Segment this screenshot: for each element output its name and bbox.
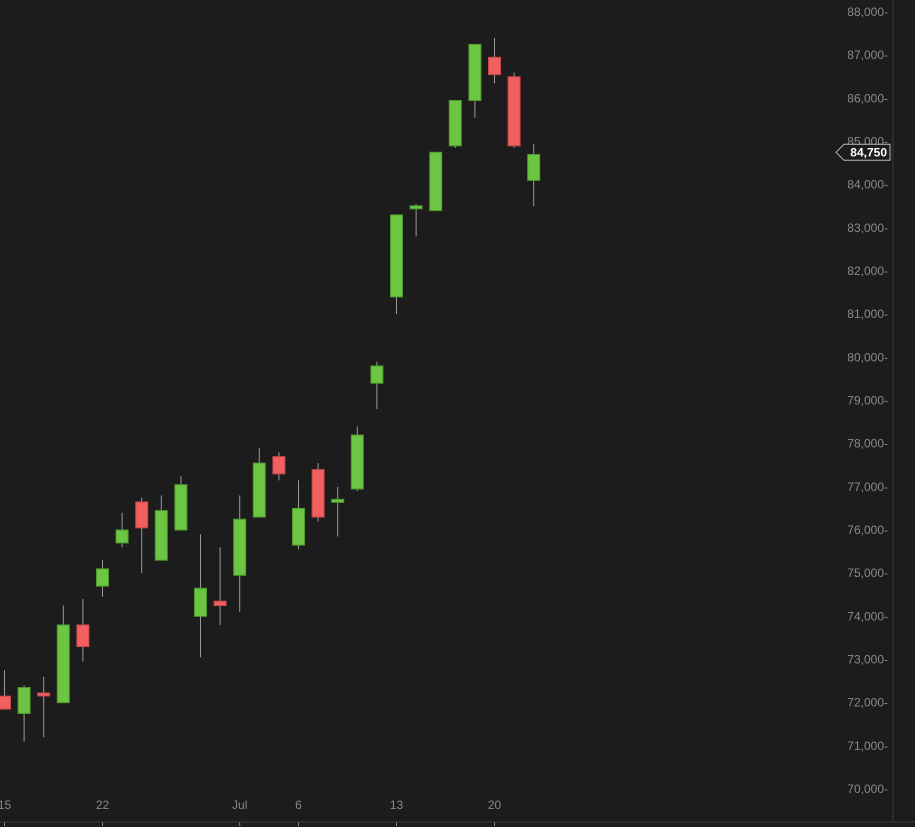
candle[interactable]: [96, 560, 109, 597]
price-tick-label: 75,000-: [847, 566, 888, 580]
candle-body-up: [350, 434, 364, 490]
candle[interactable]: [0, 670, 11, 710]
candle-body-up: [115, 529, 129, 544]
price-tick-label: 83,000-: [847, 221, 888, 235]
time-tick-label: 15: [0, 798, 11, 812]
candle-body-down: [76, 624, 90, 648]
candle[interactable]: [17, 685, 31, 742]
time-tick-label: 6: [295, 798, 302, 812]
time-tick-label: 20: [488, 798, 502, 812]
candle-body-up: [429, 151, 443, 212]
candle-body-up: [194, 587, 207, 617]
candle-body-up: [252, 462, 266, 518]
price-tick-label: 86,000-: [847, 91, 888, 105]
candle-body-up: [292, 507, 305, 546]
candle[interactable]: [194, 534, 207, 658]
candle[interactable]: [76, 599, 90, 662]
price-tick-label: 78,000-: [847, 437, 888, 451]
candle[interactable]: [115, 512, 129, 548]
candle-body-up: [390, 214, 403, 298]
price-axis[interactable]: 70,000- 71,000- 72,000- 73,000- 74,000- 75,00…: [847, 5, 888, 796]
price-tick-label: 71,000-: [847, 739, 888, 753]
price-tick-label: 82,000-: [847, 264, 888, 278]
candle-body-up: [409, 205, 423, 210]
candle-body-up: [154, 510, 168, 561]
price-tick-label: 79,000-: [847, 394, 888, 408]
price-tick-label: 73,000-: [847, 653, 888, 667]
price-tick-label: 87,000-: [847, 48, 888, 62]
candle-body-up: [174, 484, 188, 531]
candle[interactable]: [507, 72, 521, 148]
candle[interactable]: [409, 204, 423, 237]
candle[interactable]: [370, 361, 384, 410]
candle[interactable]: [468, 43, 482, 118]
price-tick-label: 76,000-: [847, 523, 888, 537]
candle[interactable]: [429, 151, 443, 212]
candle-body-up: [331, 498, 345, 503]
candle-body-down: [488, 56, 501, 76]
candle-body-up: [370, 365, 384, 384]
candle[interactable]: [135, 497, 149, 574]
candle-body-down: [272, 456, 286, 475]
candle[interactable]: [350, 426, 364, 492]
candle-body-up: [468, 43, 482, 101]
price-tick-label: 70,000-: [847, 782, 888, 796]
price-tick-label: 84,000-: [847, 178, 888, 192]
candle-body-up: [233, 518, 247, 576]
candle[interactable]: [488, 37, 501, 84]
candle-body-up: [56, 624, 70, 704]
price-tick-label: 80,000-: [847, 350, 888, 364]
candle[interactable]: [292, 480, 305, 550]
time-tick-label: 22: [96, 798, 110, 812]
time-tick-label: Jul: [232, 798, 247, 812]
price-tick-label: 77,000-: [847, 480, 888, 494]
candle-body-up: [96, 568, 109, 587]
candle[interactable]: [331, 486, 345, 537]
candle-body-down: [37, 692, 51, 697]
candle[interactable]: [174, 476, 188, 531]
candle-body-up: [527, 153, 541, 181]
candle[interactable]: [527, 143, 541, 207]
candle[interactable]: [56, 605, 70, 704]
price-tick-label: 88,000-: [847, 5, 888, 19]
candle-body-down: [213, 600, 227, 607]
candle-body-up: [448, 99, 462, 147]
candle[interactable]: [154, 495, 168, 561]
candle[interactable]: [272, 452, 286, 481]
time-axis[interactable]: 15 22 Jul 6 13 20: [0, 798, 501, 826]
candle-body-down: [135, 501, 149, 529]
candle-body-down: [311, 469, 325, 518]
candle[interactable]: [233, 495, 247, 613]
price-tick-label: 81,000-: [847, 307, 888, 321]
last-price-label: 84,750: [850, 145, 887, 159]
candle-body-down: [507, 76, 521, 147]
candle-body-up: [17, 687, 31, 714]
candle[interactable]: [37, 676, 51, 738]
candle[interactable]: [252, 447, 266, 518]
price-tick-label: 74,000-: [847, 609, 888, 623]
last-price-tag: 84,750: [835, 143, 891, 161]
price-tick-label: 72,000-: [847, 696, 888, 710]
candle-body-down: [0, 695, 11, 710]
candles-layer: [0, 37, 541, 742]
candle[interactable]: [213, 547, 227, 625]
time-tick-label: 13: [390, 798, 404, 812]
candle[interactable]: [311, 463, 325, 522]
last-price-tag-shape: [835, 143, 891, 161]
candle[interactable]: [390, 214, 403, 315]
candle[interactable]: [448, 99, 462, 148]
